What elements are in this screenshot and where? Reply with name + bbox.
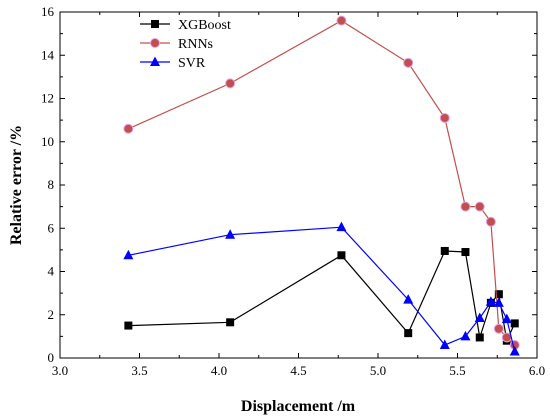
- legend-swatch-marker: [151, 20, 159, 28]
- y-axis-title: Relative error /%: [8, 125, 25, 245]
- data-point-svr: [439, 339, 450, 350]
- data-point-svr: [225, 229, 236, 239]
- data-point-rnns: [460, 201, 471, 212]
- y-tick-label: 6: [48, 220, 55, 235]
- legend-label: RNNs: [178, 37, 213, 52]
- data-point-rnns: [474, 201, 485, 212]
- data-point-rnns: [439, 112, 450, 123]
- y-tick-label: 14: [41, 47, 55, 62]
- data-point-rnns: [403, 57, 414, 68]
- series-line-svr: [128, 226, 516, 352]
- x-tick-label: 5.0: [370, 363, 386, 378]
- data-point-xgboost: [510, 319, 519, 328]
- y-tick-label: 8: [48, 177, 55, 192]
- data-point-xgboost: [475, 333, 484, 342]
- y-tick-label: 16: [41, 4, 55, 19]
- series-layer: [123, 15, 520, 356]
- data-point-svr: [336, 221, 347, 232]
- data-point-rnns: [225, 78, 236, 89]
- legend-item-svr: SVR: [140, 56, 206, 71]
- y-tick-label: 12: [41, 91, 54, 106]
- legend-item-xgboost: XGBoost: [140, 18, 231, 33]
- series-xgboost: [124, 246, 519, 345]
- data-point-svr: [403, 294, 414, 304]
- x-axis-title: Displacement /m: [241, 398, 356, 415]
- data-point-svr: [509, 346, 520, 356]
- data-point-xgboost: [461, 248, 470, 257]
- data-point-svr: [493, 297, 504, 307]
- data-point-svr: [460, 330, 471, 341]
- data-point-xgboost: [440, 246, 449, 255]
- series-svr: [123, 221, 520, 356]
- x-tick-label: 3.5: [131, 363, 147, 378]
- legend-label: SVR: [178, 56, 206, 71]
- data-point-xgboost: [404, 329, 413, 338]
- y-tick-label: 2: [48, 307, 55, 322]
- y-tick-label: 0: [48, 350, 55, 365]
- plot-frame: [59, 11, 538, 359]
- x-tick-label: 4.0: [211, 363, 227, 378]
- data-point-rnns: [485, 216, 496, 227]
- data-point-rnns: [123, 123, 134, 134]
- data-point-rnns: [336, 15, 347, 26]
- data-point-xgboost: [124, 321, 133, 330]
- y-tick-label: 4: [48, 264, 55, 279]
- y-tick-label: 10: [41, 134, 54, 149]
- legend-item-rnns: RNNs: [140, 37, 213, 52]
- series-line-xgboost: [128, 250, 516, 343]
- x-tick-label: 6.0: [529, 363, 545, 378]
- legend: XGBoost RNNs SVR: [140, 18, 231, 71]
- legend-swatch-marker: [150, 56, 160, 66]
- data-point-svr: [474, 312, 485, 322]
- x-tick-label: 5.5: [449, 363, 465, 378]
- data-point-xgboost: [337, 251, 346, 260]
- data-point-rnns: [493, 323, 504, 334]
- x-tick-label: 3.0: [52, 363, 68, 378]
- x-tick-label: 4.5: [290, 363, 306, 378]
- data-point-svr: [123, 249, 134, 260]
- data-point-svr: [485, 296, 496, 306]
- data-point-xgboost: [494, 290, 503, 299]
- axis-ticks: 3.0 3.5 4.0 4.5 5.0 5.5 6.0 0 2 4 6 8 10 12 14 16: [41, 4, 545, 378]
- legend-label: XGBoost: [178, 18, 231, 33]
- data-point-svr: [501, 313, 512, 324]
- data-point-xgboost: [226, 318, 235, 327]
- legend-swatch-marker: [150, 38, 160, 48]
